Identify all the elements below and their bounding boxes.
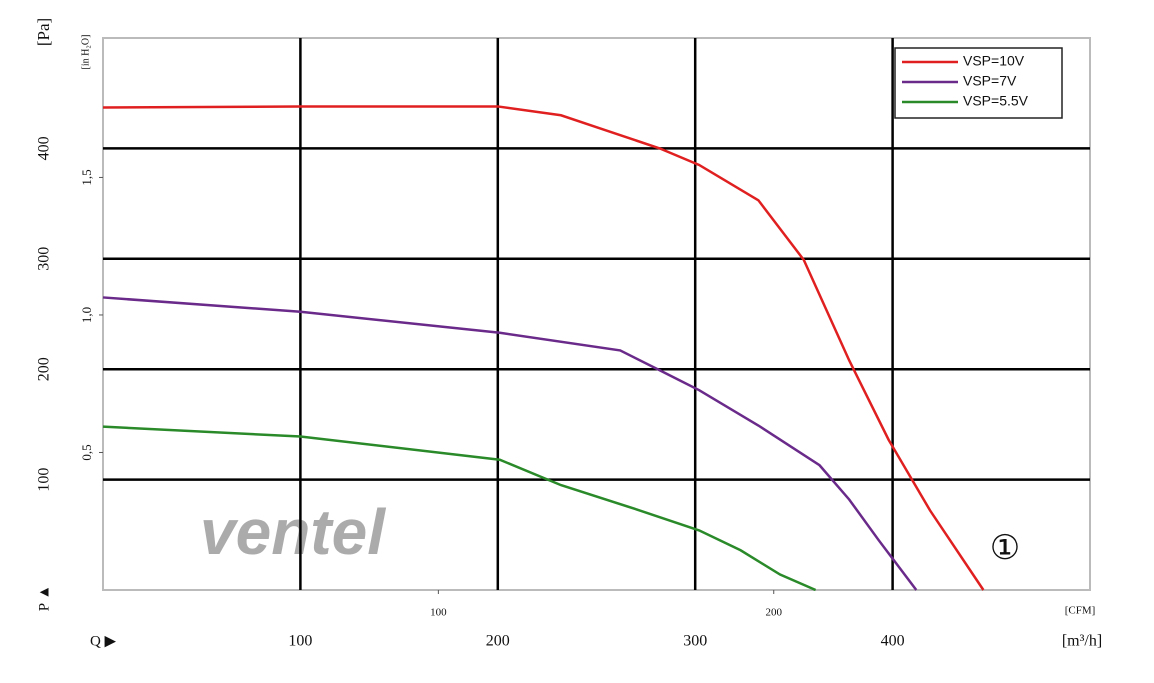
plot-area — [102, 37, 1091, 591]
y-tick-label: 400 — [36, 136, 53, 160]
y-tick-label: 100 — [36, 468, 53, 492]
annotation: ① — [990, 530, 1020, 567]
series-line — [102, 105, 985, 591]
x-tick-label: 200 — [486, 633, 510, 650]
y2-tick-label: 1,0 — [79, 307, 94, 323]
watermark: ventel — [200, 496, 386, 568]
x-tick-label: 300 — [683, 633, 707, 650]
p-marker: P ▲ — [36, 585, 52, 611]
series-line — [102, 425, 817, 592]
legend-label: VSP=5.5V — [963, 93, 1029, 109]
y2-tick-label: 0,5 — [79, 444, 94, 460]
series-line — [102, 296, 918, 591]
legend-label: VSP=10V — [963, 53, 1025, 69]
y-tick-label: 300 — [36, 247, 53, 271]
watermark-group: ventel — [200, 496, 386, 568]
x-tick-label: 100 — [288, 633, 312, 650]
y-tick-label: 200 — [36, 357, 53, 381]
y2-tick-label: 1,5 — [79, 169, 94, 185]
x2-tick-label: 100 — [430, 607, 447, 619]
y-axis-label: [Pa] — [34, 18, 53, 46]
x2-axis-label: [CFM] — [1065, 605, 1096, 617]
legend-label: VSP=7V — [963, 73, 1017, 89]
y2-axis-label: [in H₂O] — [80, 35, 91, 70]
x2-tick-label: 200 — [765, 607, 782, 619]
q-marker: Q ▶ — [90, 633, 117, 649]
x-tick-label: 400 — [881, 633, 905, 650]
x-axis-label: [m³/h] — [1062, 633, 1102, 650]
